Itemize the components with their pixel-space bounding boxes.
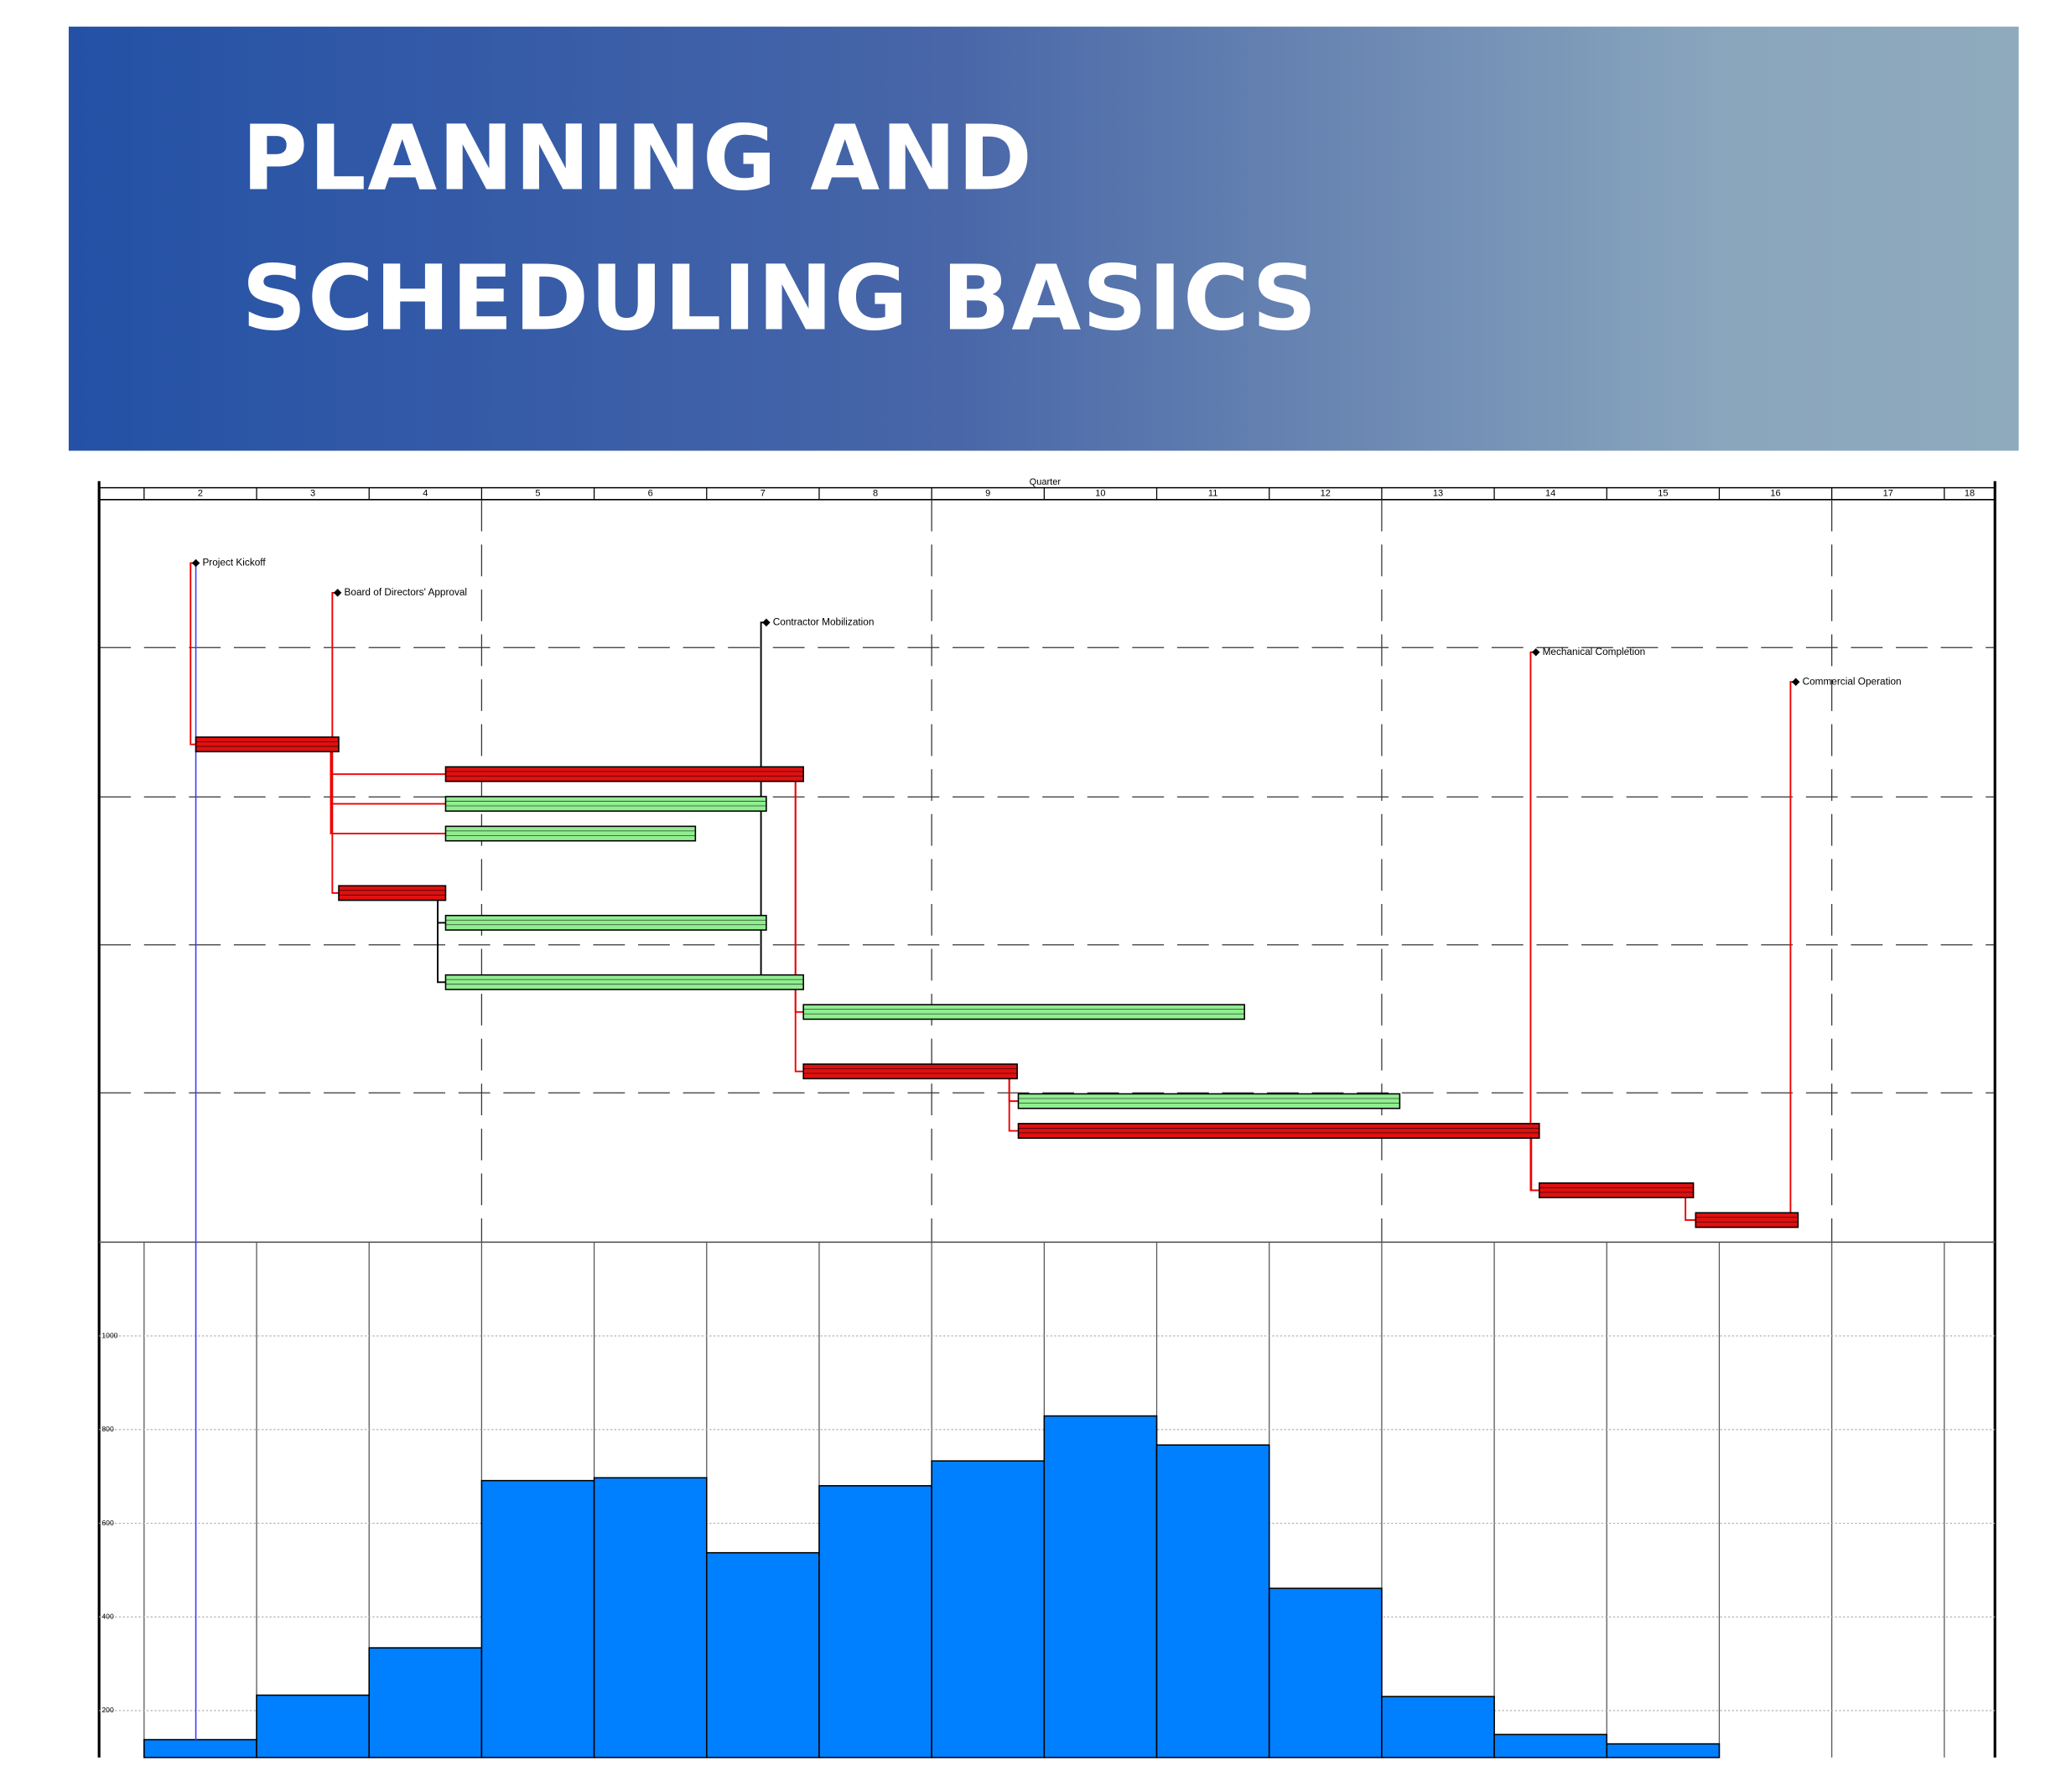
hist-bar (705, 1551, 820, 1758)
quarter-label: 12 (1321, 489, 1331, 499)
task-bar (444, 796, 767, 813)
milestone (1532, 648, 1540, 657)
task-bar (1538, 1182, 1695, 1198)
quarter-label: 10 (1095, 489, 1105, 499)
quarter-label: 8 (873, 489, 878, 499)
hist-bar (1268, 1587, 1383, 1758)
task-bar (1017, 1093, 1401, 1109)
quarter-label: 17 (1883, 489, 1893, 499)
milestone-label: Commercial Operation (1803, 675, 1902, 687)
y-tick-label: 600 (101, 1519, 114, 1527)
hist-bar (368, 1647, 483, 1758)
milestone (191, 558, 200, 568)
y-tick-label: 1000 (101, 1331, 117, 1339)
dependency-link (330, 743, 446, 776)
quarter-label: 7 (761, 489, 766, 499)
quarter-label: 4 (423, 489, 428, 499)
milestone-label: Mechanical Completion (1543, 646, 1646, 657)
quarter-label: 16 (1770, 489, 1780, 499)
task-bar (802, 1004, 1245, 1021)
quarter-label: 14 (1545, 489, 1555, 499)
dependency-link (1529, 651, 1539, 1192)
dependency-link (794, 773, 804, 1073)
task-bar (338, 885, 447, 901)
quarter-label: 5 (535, 489, 540, 499)
dependency-link (189, 562, 196, 745)
dependency-link (760, 621, 804, 984)
dependency-link (1530, 1130, 1539, 1192)
hist-bar (480, 1479, 595, 1758)
hist-bar (1606, 1743, 1721, 1758)
hist-bar (256, 1694, 371, 1758)
task-bar (1695, 1212, 1799, 1228)
quarter-label: 11 (1208, 489, 1217, 499)
hist-bar (818, 1485, 932, 1758)
gantt-chart: Quarter 2 3 4 5 6 7 8 9 10 11 12 13 14 15 16 17 18 200 400 6… (97, 477, 1996, 1758)
quarter-label: 6 (648, 489, 653, 499)
dependency-link (1789, 681, 1799, 1221)
task-bar (195, 736, 340, 753)
task-bar (1017, 1123, 1540, 1140)
task-bar (802, 1063, 1018, 1080)
y-tick-label: 200 (101, 1706, 114, 1714)
task-bar (444, 974, 804, 990)
quarter-label: 18 (1965, 489, 1975, 499)
milestone (762, 618, 771, 627)
y-tick-label: 400 (101, 1613, 114, 1621)
y-tick-label: 800 (101, 1425, 114, 1433)
hist-bar (1155, 1444, 1270, 1758)
quarter-label: 15 (1658, 489, 1668, 499)
hist-bar (1043, 1415, 1158, 1758)
axis-label: Quarter (1030, 477, 1062, 487)
milestone-label: Board of Directors' Approval (345, 586, 468, 598)
milestone (1791, 678, 1800, 686)
hist-bar (1493, 1733, 1608, 1758)
hist-bar (1381, 1696, 1495, 1758)
milestone (333, 589, 342, 597)
hist-bar (931, 1460, 1046, 1758)
task-bar (444, 825, 697, 842)
quarter-label: 2 (198, 489, 203, 499)
quarter-label: 9 (985, 489, 990, 499)
quarter-label: 13 (1433, 489, 1443, 499)
title-line: PLANNING AND (241, 107, 1033, 211)
quarter-label: 3 (310, 489, 315, 499)
task-bar (444, 766, 804, 782)
dependency-link (437, 892, 446, 984)
title-line: SCHEDULING BASICS (241, 247, 1318, 351)
hist-bar (143, 1738, 257, 1758)
task-bar (444, 914, 767, 931)
milestone-label: Contractor Mobilization (773, 616, 875, 627)
title-banner (68, 26, 2019, 451)
dependency-link (330, 743, 446, 834)
hist-bar (593, 1477, 708, 1758)
milestone-label: Project Kickoff (202, 557, 266, 569)
